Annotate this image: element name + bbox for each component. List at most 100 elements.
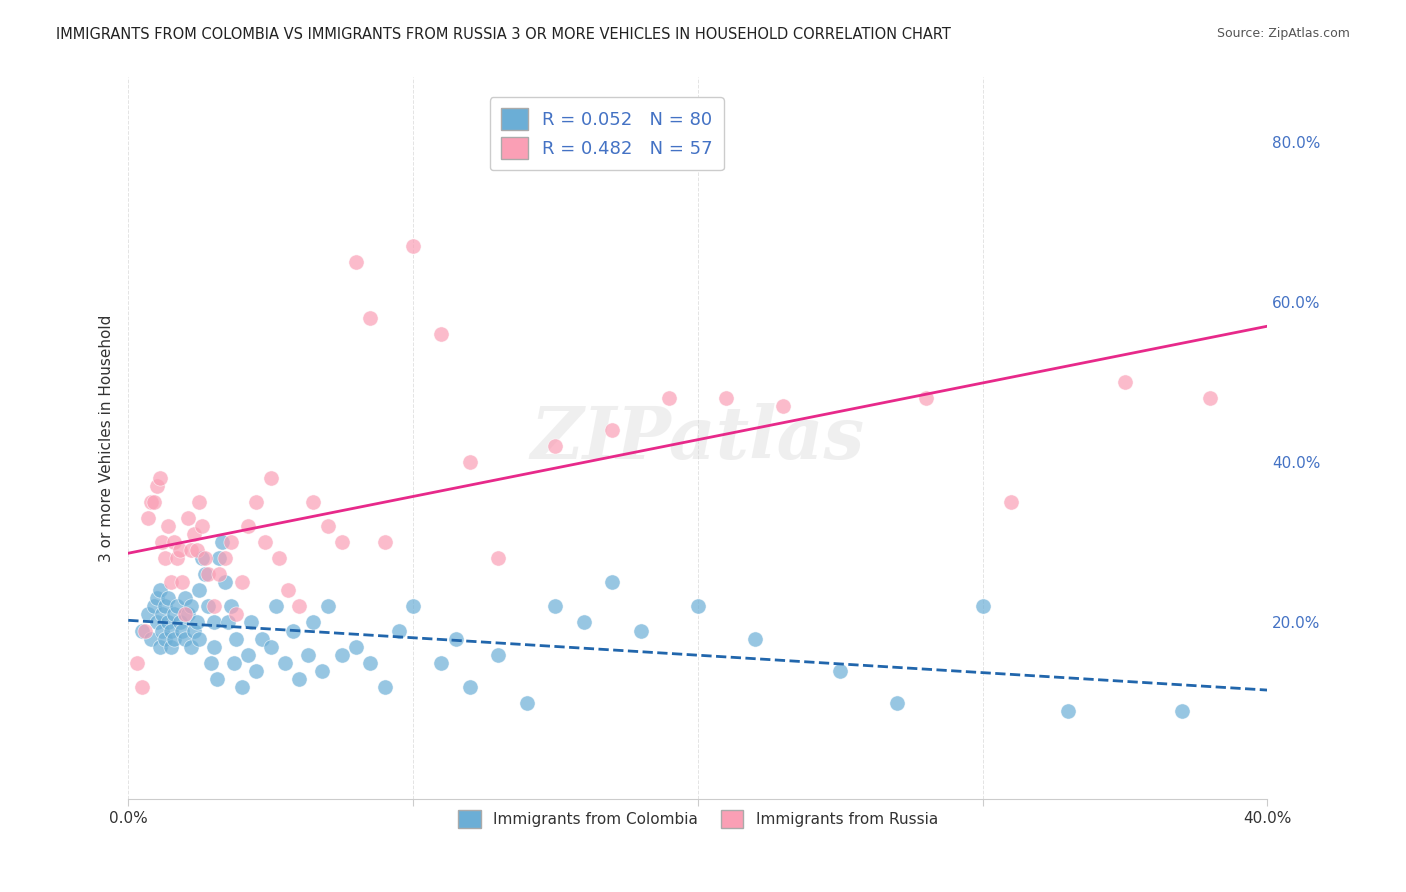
Point <box>180 543 202 558</box>
Point <box>148 471 170 485</box>
Point <box>245 495 267 509</box>
Point <box>152 607 174 622</box>
Point <box>488 648 510 662</box>
Point <box>174 632 197 646</box>
Point <box>163 607 186 622</box>
Point <box>572 615 595 630</box>
Point <box>194 567 217 582</box>
Point <box>217 615 239 630</box>
Point <box>658 391 681 405</box>
Point <box>188 495 211 509</box>
Point <box>157 519 180 533</box>
Point <box>197 567 219 582</box>
Point <box>155 632 177 646</box>
Point <box>430 326 453 341</box>
Point <box>266 599 288 614</box>
Point <box>160 575 183 590</box>
Point <box>183 527 205 541</box>
Point <box>1171 704 1194 718</box>
Point <box>160 640 183 654</box>
Legend: Immigrants from Colombia, Immigrants from Russia: Immigrants from Colombia, Immigrants fro… <box>451 804 943 835</box>
Point <box>225 607 247 622</box>
Point <box>297 648 319 662</box>
Point <box>716 391 738 405</box>
Point <box>259 471 281 485</box>
Point <box>157 615 180 630</box>
Point <box>253 535 276 549</box>
Point <box>152 624 174 638</box>
Point <box>131 624 153 638</box>
Point <box>231 680 253 694</box>
Point <box>402 239 425 253</box>
Point <box>188 632 211 646</box>
Point <box>139 495 162 509</box>
Point <box>136 511 159 525</box>
Point <box>458 680 481 694</box>
Point <box>166 551 188 566</box>
Point <box>183 624 205 638</box>
Point <box>202 640 225 654</box>
Point <box>544 439 567 453</box>
Point <box>330 535 353 549</box>
Point <box>191 519 214 533</box>
Point <box>972 599 994 614</box>
Point <box>177 607 200 622</box>
Point <box>177 511 200 525</box>
Point <box>302 495 325 509</box>
Point <box>136 607 159 622</box>
Point <box>388 624 411 638</box>
Text: ZIPatlas: ZIPatlas <box>530 402 865 474</box>
Point <box>163 632 186 646</box>
Point <box>316 519 339 533</box>
Point <box>359 656 381 670</box>
Point <box>269 551 291 566</box>
Point <box>208 551 231 566</box>
Point <box>172 624 194 638</box>
Point <box>288 599 311 614</box>
Point <box>630 624 652 638</box>
Point <box>145 591 167 606</box>
Point <box>283 624 305 638</box>
Point <box>250 632 273 646</box>
Point <box>202 599 225 614</box>
Point <box>163 535 186 549</box>
Text: IMMIGRANTS FROM COLOMBIA VS IMMIGRANTS FROM RUSSIA 3 OR MORE VEHICLES IN HOUSEHO: IMMIGRANTS FROM COLOMBIA VS IMMIGRANTS F… <box>56 27 950 42</box>
Point <box>152 535 174 549</box>
Point <box>166 599 188 614</box>
Point <box>211 535 233 549</box>
Point <box>142 495 165 509</box>
Point <box>172 575 194 590</box>
Point <box>145 479 167 493</box>
Point <box>157 591 180 606</box>
Point <box>231 575 253 590</box>
Point <box>174 591 197 606</box>
Point <box>174 607 197 622</box>
Point <box>772 399 794 413</box>
Point <box>219 535 242 549</box>
Point <box>330 648 353 662</box>
Point <box>245 664 267 678</box>
Point <box>219 599 242 614</box>
Point <box>197 599 219 614</box>
Point <box>602 423 624 437</box>
Point <box>131 680 153 694</box>
Point <box>188 583 211 598</box>
Point <box>186 615 208 630</box>
Point <box>311 664 333 678</box>
Point <box>202 615 225 630</box>
Point <box>744 632 766 646</box>
Point <box>134 624 156 638</box>
Point <box>200 656 222 670</box>
Point <box>155 599 177 614</box>
Point <box>602 575 624 590</box>
Point <box>686 599 709 614</box>
Point <box>316 599 339 614</box>
Point <box>1057 704 1080 718</box>
Point <box>236 648 259 662</box>
Point <box>236 519 259 533</box>
Point <box>205 672 228 686</box>
Point <box>516 696 538 710</box>
Point <box>302 615 325 630</box>
Point <box>344 640 367 654</box>
Point <box>914 391 936 405</box>
